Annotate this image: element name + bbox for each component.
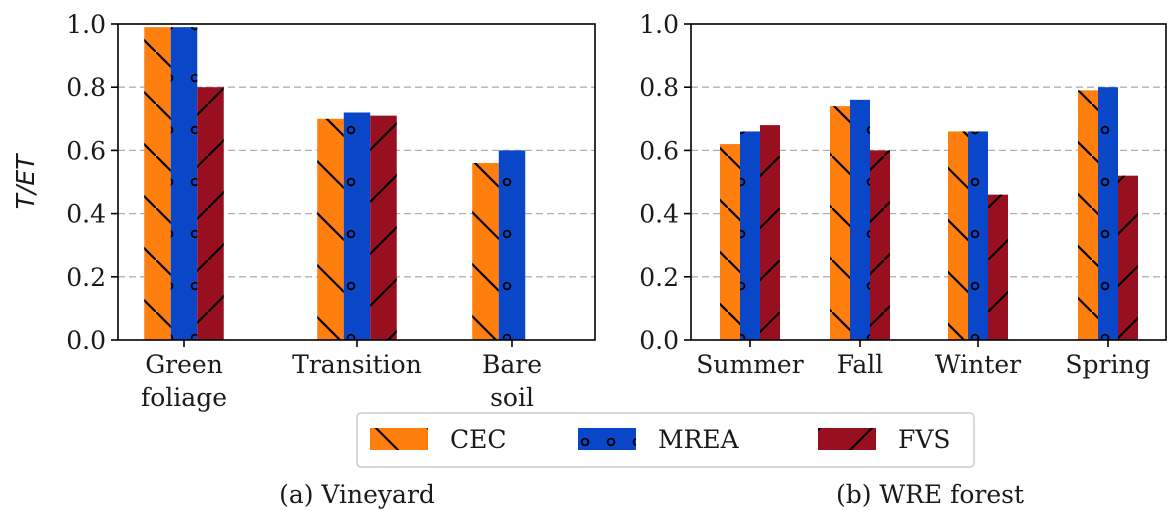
x-tick-label: Transition [292,350,422,379]
bar-hatch-fvs [370,115,397,340]
x-tick-label: Winter [935,350,1021,379]
y-tick-label: 0.2 [639,263,679,292]
y-tick-label: 0.0 [66,326,106,355]
bar-hatch-mrea [740,131,760,340]
y-tick-label: 0.4 [66,200,106,229]
bar-hatch-mrea [343,112,371,340]
legend-swatch-fvs-hatch [818,428,876,450]
caption-wre-forest: (b) WRE forest [836,480,1024,509]
y-tick-label: 1.0 [639,10,679,39]
bar-hatch-fvs [1118,175,1138,340]
bar-hatch-mrea [1098,87,1118,340]
x-tick-label: Green [145,350,223,379]
x-tick-label: Summer [696,350,803,379]
bar-hatch-fvs [760,125,780,341]
legend-label-cec: CEC [450,425,507,454]
x-tick-label: Fall [837,350,884,379]
bar-hatch-cec [1078,90,1098,340]
bar-hatch-fvs [870,150,890,340]
y-axis-label: T/ET [11,153,40,209]
bar-hatch-cec [830,106,850,340]
y-tick-label: 0.2 [66,263,106,292]
caption-vineyard: (a) Vineyard [279,480,435,509]
bar-hatch-cec [144,27,171,340]
x-tick-label: foliage [141,383,227,412]
bar-hatch-fvs [197,87,224,340]
y-tick-label: 0.8 [66,73,106,102]
y-tick-label: 0.6 [639,136,679,165]
bar-hatch-fvs [988,194,1008,340]
legend-entry-fvs: FVS [818,425,951,454]
x-tick-label: Spring [1065,350,1150,379]
legend: CEC MREA FVS [356,412,975,468]
legend-entry-mrea: MREA [578,425,740,454]
bar-hatch-mrea [968,131,988,340]
legend-entry-cec: CEC [370,425,507,454]
bar-hatch-mrea [850,99,870,340]
legend-frame [356,412,975,468]
bar-hatch-cec [317,118,344,340]
legend-label-mrea: MREA [658,425,740,454]
legend-label-fvs: FVS [898,425,951,454]
bar-hatch-cec [948,131,968,340]
bar-hatch-cec [472,163,499,340]
y-tick-label: 0.0 [639,326,679,355]
y-tick-label: 0.4 [639,200,679,229]
y-tick-label: 0.8 [639,73,679,102]
y-tick-label: 1.0 [66,10,106,39]
panel-vineyard: 0.0 0.2 0.4 0.6 0.8 1.0 Green foliage Transition… [66,10,596,412]
x-tick-label: soil [490,383,534,412]
panel-wre-forest: 0.0 0.2 0.4 0.6 0.8 1.0 Summer Fall Winter Spring [639,10,1167,379]
y-tick-label: 0.6 [66,136,106,165]
axes-frame [690,23,1167,341]
bar-hatch-mrea [498,150,526,340]
bar-hatch-cec [720,144,740,340]
legend-swatch-mrea-hatch [578,428,636,450]
legend-swatch-cec-hatch [370,428,428,450]
x-tick-label: Bare [482,350,542,379]
bar-hatch-mrea [170,27,198,340]
